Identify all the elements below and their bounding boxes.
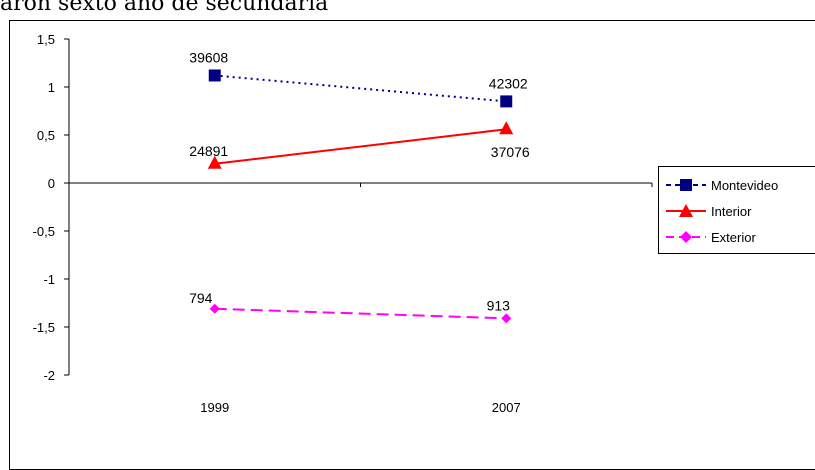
series-line-montevideo (214, 74, 507, 103)
chart-legend: Montevideo Interior Exterior (658, 166, 815, 254)
y-tick-label: -0,5 (33, 224, 55, 239)
y-tick-label: -1,5 (33, 320, 55, 335)
chart-caption: aron sexto año de secundaria (0, 0, 329, 16)
legend-label-exterior: Exterior (711, 229, 756, 245)
data-label-interior: 24891 (189, 143, 228, 159)
data-label-montevideo: 42302 (489, 75, 528, 91)
legend-item-exterior: Exterior (663, 227, 756, 247)
data-label-montevideo: 39608 (189, 49, 228, 65)
data-label-exterior: 913 (487, 297, 511, 313)
legend-item-montevideo: Montevideo (663, 175, 778, 195)
data-point-montevideo (208, 69, 221, 82)
data-point-interior (499, 121, 514, 135)
x-tick-label: 1999 (200, 400, 229, 415)
y-tick-label: 1 (48, 80, 55, 95)
y-tick-label: 1,5 (37, 32, 55, 47)
data-point-exterior (501, 313, 512, 324)
legend-item-interior: Interior (663, 201, 751, 221)
series-line-exterior (214, 307, 507, 320)
data-label-interior: 37076 (491, 144, 530, 160)
y-tick-label: -2 (43, 368, 55, 383)
series-line-interior (214, 128, 507, 165)
legend-label-interior: Interior (711, 203, 752, 219)
data-label-exterior: 794 (189, 290, 213, 306)
line-chart: 1,5 1 0,5 0 -0,5 -1 -1,5 -2 1999 2007 39608 42302 24… (33, 32, 653, 415)
legend-swatch-exterior (666, 231, 706, 243)
x-tick-label: 2007 (492, 400, 521, 415)
data-point-exterior (209, 303, 220, 314)
legend-label-montevideo: Montevideo (711, 177, 779, 193)
data-point-interior (207, 155, 222, 169)
data-point-montevideo (500, 95, 513, 108)
y-tick-label: 0 (48, 176, 55, 191)
y-tick-label: 0,5 (37, 128, 55, 143)
legend-swatch-interior (666, 204, 706, 217)
legend-swatch-montevideo (666, 179, 706, 191)
y-tick-label: -1 (43, 272, 55, 287)
